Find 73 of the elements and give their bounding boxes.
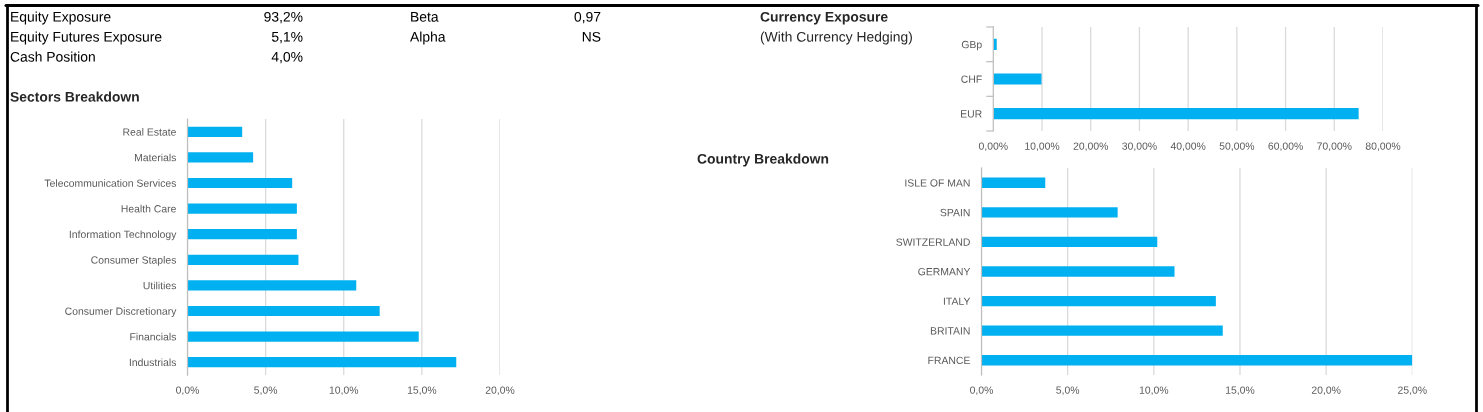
bar [187,305,380,317]
bar [187,126,243,137]
x-tick-label: 15,0% [1226,386,1255,395]
x-tick-label: 80,00% [1365,142,1401,151]
bar [187,357,457,368]
x-tick-label: 60,00% [1268,142,1303,151]
bar [187,152,254,163]
bar [981,325,1223,336]
x-tick-label: 5,0% [254,386,278,395]
bar [187,229,297,240]
y-tick-label: EUR [961,110,982,118]
x-tick-label: 50,00% [1219,142,1255,151]
y-tick-label: Financials [130,332,177,341]
y-tick-label: Telecommunication Services [44,179,177,187]
text: Equity Futures Exposure [11,31,162,45]
y-tick-label: ISLE OF MAN [905,179,970,187]
x-tick-label: 20,00% [1073,142,1109,151]
bar [993,73,1042,85]
text: Country Breakdown [697,153,829,167]
bar [187,254,299,265]
x-tick-label: 0,0% [176,386,199,395]
y-tick-label: Utilities [143,281,177,290]
text: Cash Position [10,51,95,62]
y-tick-label: ITALY [943,297,971,305]
y-tick-label: Consumer Staples [91,256,177,266]
bar [981,207,1118,218]
bar [187,177,293,189]
text: Equity Exposure [11,11,111,25]
text: Beta [411,12,439,22]
text: 4,0% [271,51,303,64]
y-tick-label: Materials [134,153,177,162]
text: (With Currency Hedging) [760,31,912,45]
x-tick-label: 0,0% [970,386,993,395]
text: 0,97 [574,11,601,24]
y-tick-label: Industrials [129,358,177,367]
text: Alpha [410,31,446,45]
y-tick-label: GERMANY [918,268,971,276]
text: 5,1% [271,31,303,44]
x-tick-label: 15,0% [407,386,437,395]
y-tick-label: CHF [961,75,982,83]
y-tick-label: SWITZERLAND [896,238,970,246]
x-tick-label: 25,0% [1398,386,1427,395]
y-tick-label: Consumer Discretionary [65,307,177,317]
x-tick-label: 70,00% [1317,142,1352,151]
bar [981,177,1046,188]
bar [981,236,1158,248]
y-tick-label: BRITAIN [930,327,970,335]
bar [993,108,1359,120]
text: NS [582,31,601,42]
x-tick-label: 10,0% [329,386,359,395]
bar [187,203,297,214]
bar [981,355,1413,366]
text: 93,2% [264,11,303,24]
y-tick-label: Information Technology [69,230,177,241]
y-tick-label: FRANCE [928,356,970,365]
x-tick-label: 0,00% [978,142,1008,151]
y-tick-label: Real Estate [123,128,176,136]
text: Sectors Breakdown [10,91,139,102]
bar [187,331,419,342]
bar [981,266,1175,277]
bar [187,280,357,291]
x-tick-label: 10,0% [1139,386,1169,395]
bar [981,295,1216,307]
y-tick-label: Health Care [121,204,176,213]
x-tick-label: 40,00% [1170,142,1206,151]
x-tick-label: 10,00% [1025,142,1060,151]
y-tick-label: SPAIN [940,208,970,217]
x-tick-label: 20,0% [485,386,515,395]
x-tick-label: 20,0% [1311,386,1341,395]
text: Currency Exposure [760,11,888,25]
x-tick-label: 5,0% [1056,386,1080,395]
x-tick-label: 30,00% [1122,142,1157,151]
y-tick-label: GBp [961,40,982,51]
